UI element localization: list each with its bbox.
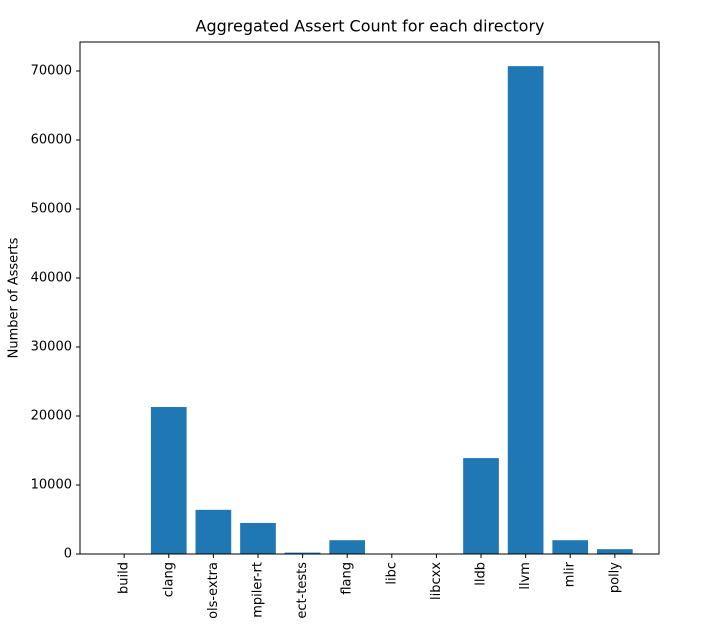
x-tick-label: build [117,562,132,594]
bar [240,522,276,554]
y-tick-label: 20000 [31,408,72,423]
x-tick-label: flang [340,562,355,595]
x-tick-label: lldb [474,562,489,586]
y-tick-label: 0 [64,547,72,562]
x-tick-label: ols-extra [206,562,221,619]
x-tick-label: ect-tests [295,562,310,619]
y-tick-label: 50000 [31,201,72,216]
bar [463,458,499,554]
x-tick-label: libcxx [429,562,444,600]
bar [552,540,589,554]
y-tick-label: 60000 [31,132,72,147]
y-tick-label: 30000 [31,339,72,354]
x-tick-label: mpiler-rt [250,562,265,618]
bar [596,549,633,554]
bar [507,66,544,554]
y-tick-label: 40000 [31,270,72,285]
bar [195,509,232,554]
x-tick-label: mlir [563,561,578,587]
plot-frame [79,41,660,555]
bar [329,540,366,554]
chart-title: Aggregated Assert Count for each directo… [196,17,545,36]
x-tick-label: llvm [518,562,533,590]
y-tick-label: 10000 [31,477,72,492]
bar [284,552,321,554]
x-tick-label: libc [384,562,399,585]
bar [150,407,187,554]
x-tick-label: clang [161,562,176,597]
x-tick-label: polly [607,562,622,593]
y-tick-label: 70000 [31,63,72,78]
y-axis-label: Number of Asserts [7,237,22,358]
